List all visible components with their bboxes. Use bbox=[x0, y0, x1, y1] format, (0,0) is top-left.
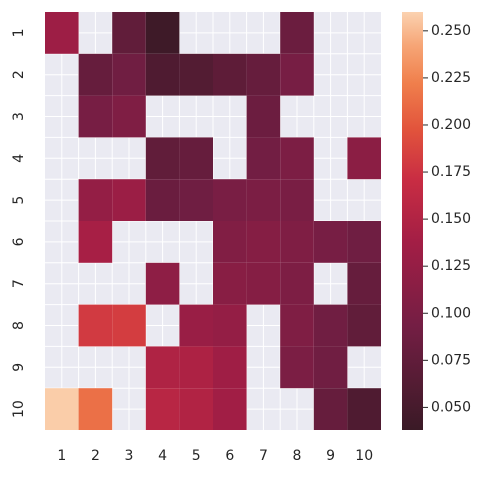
heatmap-cell bbox=[313, 346, 348, 389]
heatmap-cell bbox=[347, 262, 381, 305]
y-tick-label: 5 bbox=[11, 196, 27, 205]
y-tick-label: 9 bbox=[11, 363, 27, 372]
heatmap-cell bbox=[179, 53, 213, 96]
heatmap-cell bbox=[179, 179, 213, 221]
x-tick-label: 3 bbox=[125, 448, 134, 464]
heatmap-cell bbox=[78, 53, 113, 96]
y-tick-label: 2 bbox=[11, 70, 27, 79]
y-tick-label: 3 bbox=[11, 112, 27, 121]
colorbar-tick-label: 0.100 bbox=[431, 305, 471, 321]
colorbar-tick-label: 0.150 bbox=[431, 211, 471, 227]
x-tick-label: 6 bbox=[225, 448, 234, 464]
heatmap-cell bbox=[145, 346, 180, 389]
heatmap-cell bbox=[213, 304, 247, 347]
heatmap-cell bbox=[347, 388, 381, 430]
heatmap-cell bbox=[213, 262, 247, 305]
heatmap-cell bbox=[45, 388, 79, 430]
heatmap-cell bbox=[112, 304, 146, 347]
x-tick-label: 8 bbox=[293, 448, 302, 464]
colorbar-tick-label: 0.250 bbox=[431, 23, 471, 39]
heatmap-cell bbox=[246, 221, 281, 263]
x-tick-label: 9 bbox=[326, 448, 335, 464]
heatmap-cell bbox=[145, 12, 180, 54]
heatmap-cell bbox=[45, 12, 79, 54]
colorbar-tick-label: 0.125 bbox=[431, 258, 471, 274]
heatmap-cell bbox=[313, 221, 348, 263]
heatmap-cell bbox=[179, 304, 213, 347]
x-tick-label: 4 bbox=[158, 448, 167, 464]
y-tick-label: 6 bbox=[11, 237, 27, 246]
heatmap-cell bbox=[347, 221, 381, 263]
heatmap-cell bbox=[145, 53, 180, 96]
heatmap-cell bbox=[280, 137, 314, 180]
colorbar-tick-label: 0.175 bbox=[431, 164, 471, 180]
heatmap-cell bbox=[213, 388, 247, 430]
heatmap-cell bbox=[246, 262, 281, 305]
heatmap-cell bbox=[213, 179, 247, 221]
colorbar bbox=[402, 12, 423, 430]
x-tick-label: 1 bbox=[57, 448, 66, 464]
x-tick-label: 10 bbox=[355, 448, 373, 464]
heatmap-cell bbox=[145, 137, 180, 180]
y-tick-label: 4 bbox=[11, 154, 27, 163]
heatmap-cell bbox=[347, 137, 381, 180]
heatmap-cell bbox=[213, 346, 247, 389]
heatmap-cell bbox=[78, 388, 113, 430]
heatmap-cell bbox=[280, 12, 314, 54]
heatmap-cell bbox=[280, 179, 314, 221]
heatmap-cell bbox=[112, 12, 146, 54]
colorbar-tick-label: 0.225 bbox=[431, 70, 471, 86]
heatmap-cell bbox=[78, 221, 113, 263]
y-tick-label: 8 bbox=[11, 321, 27, 330]
x-tick-labels: 1 2 3 4 5 6 7 8 9 10 bbox=[57, 448, 373, 464]
y-tick-labels: 1 2 3 4 5 6 7 8 9 10 bbox=[11, 28, 27, 418]
heatmap-cell bbox=[179, 137, 213, 180]
heatmap-cell bbox=[78, 95, 113, 138]
heatmap-cell bbox=[145, 179, 180, 221]
x-tick-label: 5 bbox=[192, 448, 201, 464]
y-tick-label: 7 bbox=[11, 279, 27, 288]
heatmap-cell bbox=[112, 95, 146, 138]
heatmap-cell bbox=[246, 179, 281, 221]
heatmap-cell bbox=[280, 262, 314, 305]
heatmap-cell bbox=[213, 221, 247, 263]
heatmap-cell bbox=[179, 346, 213, 389]
heatmap-cell bbox=[112, 179, 146, 221]
heatmap-cell bbox=[179, 388, 213, 430]
y-tick-label: 1 bbox=[11, 28, 27, 37]
heatmap-cell bbox=[78, 179, 113, 221]
y-tick-label: 10 bbox=[11, 400, 27, 418]
colorbar-tick-label: 0.050 bbox=[431, 399, 471, 415]
heatmap-cell bbox=[246, 95, 281, 138]
colorbar-tick-label: 0.075 bbox=[431, 352, 471, 368]
heatmap-cell bbox=[280, 346, 314, 389]
heatmap-cell bbox=[78, 304, 113, 347]
colorbar-tick-label: 0.200 bbox=[431, 117, 471, 133]
heatmap-cell bbox=[313, 388, 348, 430]
heatmap-cell bbox=[347, 304, 381, 347]
heatmap-cell bbox=[145, 262, 180, 305]
heatmap-cell bbox=[280, 304, 314, 347]
heatmap-cell bbox=[112, 53, 146, 96]
heatmap-cells bbox=[45, 12, 381, 430]
heatmap-cell bbox=[246, 53, 281, 96]
heatmap-cell bbox=[145, 388, 180, 430]
heatmap-cell bbox=[313, 304, 348, 347]
heatmap-cell bbox=[246, 137, 281, 180]
colorbar-ticks: 0.050 0.075 0.100 0.125 0.150 0.175 0.200 0.225… bbox=[423, 23, 471, 415]
x-tick-label: 2 bbox=[91, 448, 100, 464]
x-tick-label: 7 bbox=[259, 448, 268, 464]
heatmap-cell bbox=[280, 221, 314, 263]
heatmap-cell bbox=[280, 53, 314, 96]
heatmap-cell bbox=[213, 53, 247, 96]
